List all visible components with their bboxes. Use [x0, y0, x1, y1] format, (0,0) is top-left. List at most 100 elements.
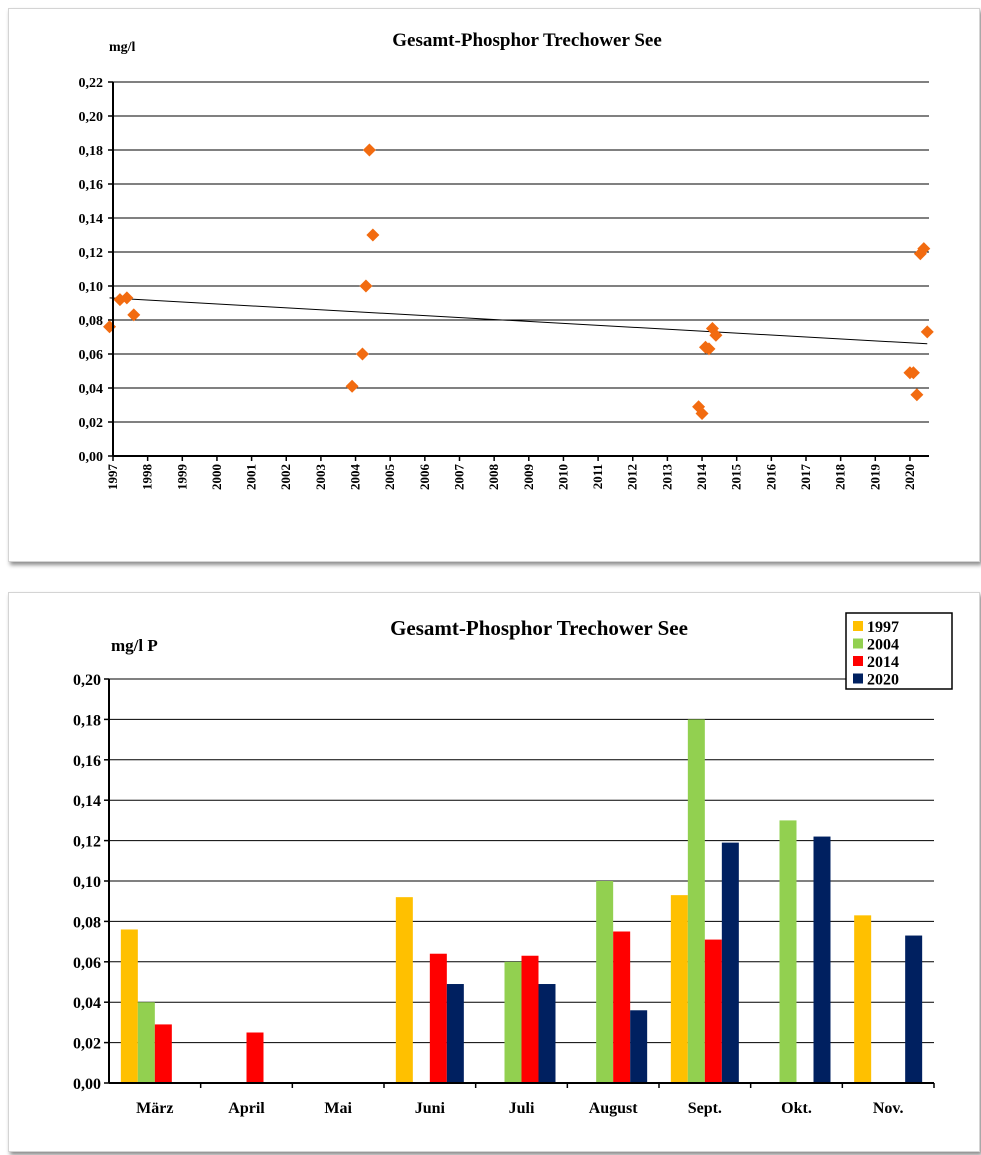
bar-x-tick-labels: März April Mai Juni Juli August Sept. Okt. Nov.	[136, 1083, 935, 1117]
bar-legend-swatch	[853, 656, 863, 666]
bar-y-tick-label: 0,14	[73, 793, 101, 810]
bar-legend-box	[845, 612, 953, 690]
bar	[854, 915, 872, 1083]
scatter-point	[120, 291, 134, 305]
bar	[538, 984, 556, 1083]
bar-y-tick-label: 0,10	[73, 874, 101, 891]
scatter-trendline	[109, 297, 928, 345]
bar-legend-swatch	[853, 638, 863, 649]
scatter-y-tick-label: 0,14	[79, 212, 104, 227]
bar	[813, 836, 831, 1083]
scatter-point	[362, 143, 376, 157]
scatter-x-tick-label: 2011	[590, 464, 605, 489]
scatter-x-tick-label: 2012	[625, 464, 640, 490]
scatter-chart-panel: mg/l Gesamt-Phosphor Trechower See 0,00 0…	[8, 8, 980, 562]
bar	[687, 719, 705, 1083]
scatter-y-tick-label: 0,22	[79, 76, 104, 91]
bar	[504, 961, 522, 1083]
bar	[137, 1002, 155, 1083]
bar	[670, 895, 688, 1083]
scatter-x-tick-label: 1997	[105, 464, 120, 491]
scatter-point	[920, 325, 934, 339]
scatter-points	[103, 143, 934, 420]
scatter-y-tick-label: 0,20	[79, 110, 104, 125]
scatter-y-tick-label: 0,16	[79, 178, 104, 193]
scatter-x-tick-label: 2018	[833, 464, 848, 491]
scatter-point	[103, 320, 117, 334]
bar-y-tick-label: 0,06	[73, 955, 101, 972]
scatter-x-tick-label: 2000	[209, 464, 224, 490]
scatter-point	[355, 347, 369, 361]
bar	[613, 931, 631, 1083]
scatter-x-tick-label: 2017	[798, 464, 813, 491]
bar-x-tick-label: März	[136, 1100, 173, 1117]
bar-y-tick-label: 0,12	[73, 834, 101, 851]
scatter-x-tick-label: 2010	[555, 464, 570, 490]
scatter-x-tick-label: 2001	[244, 464, 259, 490]
scatter-x-tick-label: 2007	[451, 464, 466, 491]
scatter-x-tick-label: 2006	[417, 464, 432, 491]
scatter-y-tick-label: 0,06	[79, 348, 104, 363]
scatter-axes	[112, 82, 929, 457]
bar	[630, 1010, 648, 1083]
bar-chart-panel: mg/l P Gesamt-Phosphor Trechower See 0,0…	[8, 592, 980, 1152]
scatter-y-tick-label: 0,18	[79, 144, 104, 159]
bar-legend-label: 2004	[867, 637, 899, 654]
scatter-point	[906, 366, 920, 380]
scatter-x-tick-label: 2009	[521, 464, 536, 491]
bar-chart: mg/l P Gesamt-Phosphor Trechower See 0,0…	[73, 612, 953, 1117]
scatter-point	[910, 388, 924, 402]
scatter-x-tick-label: 2013	[659, 464, 674, 491]
scatter-y-tick-label: 0,12	[79, 246, 104, 261]
scatter-chart: mg/l Gesamt-Phosphor Trechower See 0,000…	[79, 30, 934, 491]
bar-y-tick-label: 0,00	[73, 1076, 101, 1093]
bar-x-tick-label: April	[228, 1100, 265, 1117]
bar-y-tick-labels: 0,00 0,02 0,04 0,06 0,08 0,10 0,12 0,14 0,16 0,18…	[73, 672, 101, 1093]
bar-y-tick-label: 0,18	[73, 712, 101, 729]
scatter-x-tick-label: 2019	[867, 464, 882, 491]
bar-y-tick-label: 0,16	[73, 753, 101, 770]
scatter-x-tick-label: 2002	[278, 464, 293, 490]
bar-y-tick-label: 0,02	[73, 1036, 101, 1053]
bar-x-tick-label: Juni	[415, 1100, 446, 1117]
bar-legend-label: 2014	[867, 654, 899, 671]
scatter-y-tick-labels: 0,00 0,02 0,04 0,06 0,08 0,10 0,12 0,14 0,16 0,18…	[79, 76, 104, 465]
bar-x-tick-label: Mai	[324, 1100, 352, 1117]
scatter-point	[709, 328, 723, 342]
bar-y-unit: mg/l P	[111, 636, 158, 655]
scatter-point	[917, 242, 931, 256]
bar-axes	[108, 679, 934, 1084]
scatter-x-tick-label: 2014	[694, 464, 709, 491]
scatter-x-tick-label: 2005	[382, 464, 397, 491]
bar	[905, 935, 923, 1083]
scatter-point	[359, 279, 373, 293]
scatter-y-tick-label: 0,10	[79, 280, 104, 295]
scatter-x-tick-label: 2016	[763, 464, 778, 491]
scatter-point	[695, 407, 709, 420]
scatter-point	[366, 228, 380, 242]
bar-x-tick-label: Sept.	[688, 1100, 722, 1117]
scatter-gridlines	[108, 81, 929, 457]
bar	[246, 1032, 264, 1083]
scatter-chart-title: Gesamt-Phosphor Trechower See	[392, 30, 662, 51]
bar-legend-swatch	[853, 621, 863, 631]
bar-x-tick-label: Okt.	[781, 1100, 812, 1117]
bar	[120, 929, 138, 1083]
scatter-x-tick-label: 2008	[486, 464, 501, 491]
scatter-x-tick-label: 1999	[174, 464, 189, 491]
bar	[704, 939, 722, 1083]
bar-x-tick-label: August	[589, 1100, 639, 1117]
bar	[779, 820, 797, 1083]
scatter-x-tick-label: 2004	[348, 464, 363, 491]
scatter-x-tick-label: 2015	[729, 464, 744, 491]
bar	[521, 955, 539, 1083]
bar-x-tick-label: Juli	[509, 1100, 535, 1117]
scatter-x-tick-label: 1998	[140, 464, 155, 491]
bar-chart-title: Gesamt-Phosphor Trechower See	[390, 616, 688, 640]
bar	[596, 881, 614, 1083]
bar-x-tick-label: Nov.	[873, 1100, 904, 1117]
bar-legend-label: 1997	[867, 619, 899, 636]
bar-y-tick-label: 0,20	[73, 672, 101, 689]
bar	[721, 842, 739, 1083]
